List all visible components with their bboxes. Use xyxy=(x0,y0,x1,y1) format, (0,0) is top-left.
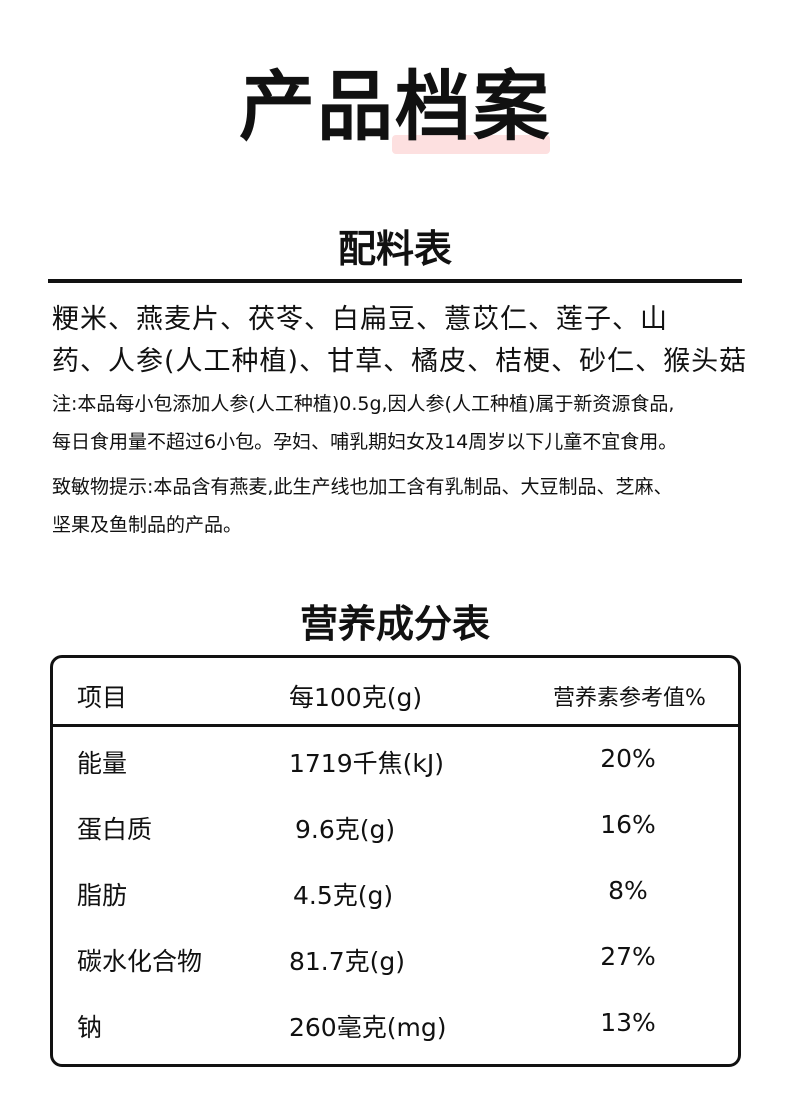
nutrient-nrv: 13% xyxy=(600,1008,656,1037)
nutrient-amount: 260毫克(mg) xyxy=(289,1013,447,1042)
nutrition-heading: 营养成分表 xyxy=(299,602,490,646)
allergen-line: 致敏物提示:本品含有燕麦,此生产线也加工含有乳制品、大豆制品、芝麻、 xyxy=(52,476,673,498)
nutrient-amount: 81.7克(g) xyxy=(289,947,406,976)
nutrient-nrv: 27% xyxy=(600,942,656,971)
nutrient-amount: 9.6克(g) xyxy=(295,815,396,844)
note-line: 每日食用量不超过6小包。孕妇、哺乳期妇女及14周岁以下儿童不宜食用。 xyxy=(52,431,678,453)
column-header: 营养素参考值% xyxy=(553,686,706,711)
nutrient-name: 钠 xyxy=(77,1013,103,1042)
nutrient-amount: 4.5克(g) xyxy=(293,881,394,910)
nutrient-name: 脂肪 xyxy=(77,881,128,910)
column-header: 每100克(g) xyxy=(289,683,423,712)
nutrient-amount: 1719千焦(kJ) xyxy=(289,749,444,778)
ingredients-line: 药、人参(人工种植)、甘草、橘皮、桔梗、砂仁、猴头菇 xyxy=(52,346,748,377)
nutrient-nrv: 8% xyxy=(608,876,648,905)
note-line: 注:本品每小包添加人参(人工种植)0.5g,因人参(人工种植)属于新资源食品, xyxy=(52,393,675,415)
nutrient-name: 能量 xyxy=(77,749,128,778)
ingredients-line: 粳米、燕麦片、茯苓、白扁豆、薏苡仁、莲子、山 xyxy=(52,304,668,335)
title-highlight xyxy=(392,135,550,154)
table-header: 项目 每100克(g) 营养素参考值% xyxy=(53,658,738,727)
title-block: 产品档案 xyxy=(0,62,790,154)
nutrient-nrv: 20% xyxy=(600,744,656,773)
nutrient-name: 碳水化合物 xyxy=(77,947,203,976)
nutrition-table: 项目 每100克(g) 营养素参考值% 能量 1719千焦(kJ) 20% 蛋白… xyxy=(50,655,741,1067)
divider xyxy=(48,279,742,283)
nutrient-nrv: 16% xyxy=(600,810,656,839)
page-title: 产品档案 xyxy=(239,62,551,151)
allergen-line: 坚果及鱼制品的产品。 xyxy=(52,514,243,536)
column-header: 项目 xyxy=(77,683,128,712)
nutrient-name: 蛋白质 xyxy=(77,815,153,844)
ingredients-heading: 配料表 xyxy=(337,227,452,271)
